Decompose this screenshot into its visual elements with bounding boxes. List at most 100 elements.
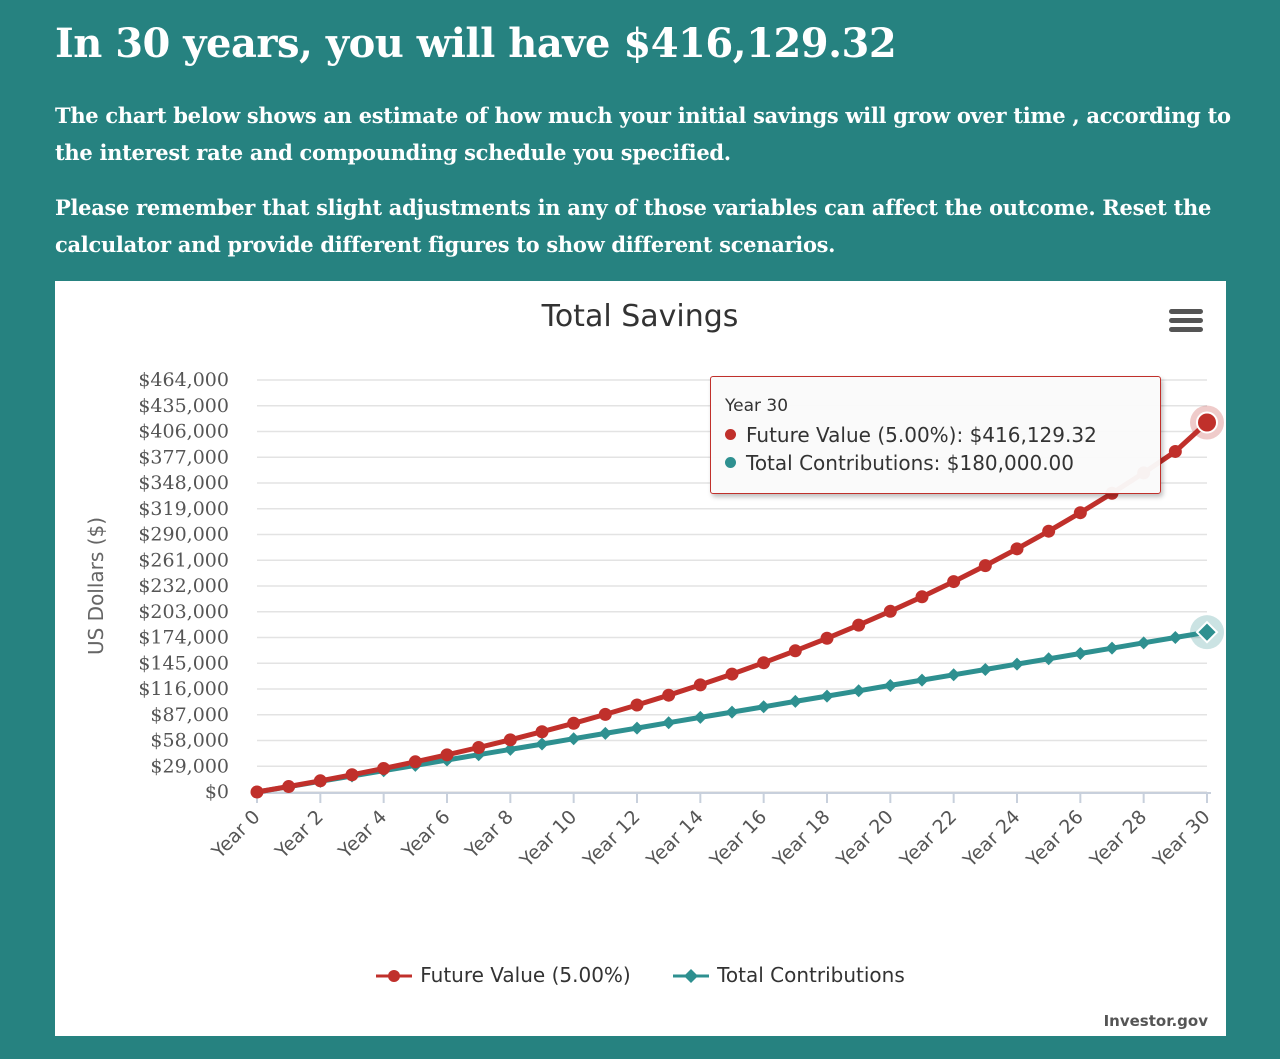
y-tick-label: $261,000 xyxy=(138,549,229,571)
y-tick-label: $319,000 xyxy=(138,498,229,520)
x-tick-label: Year 20 xyxy=(832,806,898,872)
tooltip-row-future: Future Value (5.00%): $416,129.32 xyxy=(725,421,1146,449)
chart-container: Total Savings $0 $29,000 $58,000 $87,000 $116… xyxy=(55,281,1226,1036)
credit-label[interactable]: Investor.gov xyxy=(1103,1012,1208,1030)
future-value-point xyxy=(567,716,581,730)
future-value-point xyxy=(693,678,707,692)
legend-contrib-label: Total Contributions xyxy=(717,962,905,987)
contributions-point xyxy=(1137,636,1151,650)
future-value-point xyxy=(915,590,929,604)
contributions-point xyxy=(852,684,866,698)
hamburger-bar xyxy=(1169,318,1203,323)
chart-tooltip: Year 30 Future Value (5.00%): $416,129.3… xyxy=(710,376,1161,494)
future-value-point xyxy=(377,761,391,775)
y-tick-label: $348,000 xyxy=(138,472,229,494)
hamburger-icon xyxy=(1169,309,1203,314)
contributions-point xyxy=(567,732,581,746)
legend-item-contrib[interactable]: Total Contributions xyxy=(673,963,905,987)
x-tick-label: Year 4 xyxy=(334,806,392,864)
future-value-point xyxy=(1073,506,1087,520)
x-tick-label: Year 18 xyxy=(768,806,834,872)
contributions-point xyxy=(1042,652,1056,666)
tooltip-row-contrib: Total Contributions: $180,000.00 xyxy=(725,449,1146,477)
diamond-marker-icon xyxy=(673,969,710,983)
x-tick-label: Year 14 xyxy=(642,806,708,872)
contributions-point xyxy=(662,716,676,730)
y-tick-label: $406,000 xyxy=(138,421,229,443)
y-tick-label: $174,000 xyxy=(138,627,229,649)
contributions-point xyxy=(503,742,517,756)
x-tick-label: Year 10 xyxy=(515,806,581,872)
y-tick-label: $0 xyxy=(205,781,229,803)
future-value-point xyxy=(1042,524,1056,538)
x-tick-label: Year 12 xyxy=(578,806,644,872)
future-value-point xyxy=(630,698,644,712)
result-headline: In 30 years, you will have $416,129.32 xyxy=(55,20,897,67)
y-tick-label: $29,000 xyxy=(150,755,229,777)
y-tick-label: $290,000 xyxy=(138,524,229,546)
future-value-point xyxy=(250,785,264,799)
x-tick-label: Year 26 xyxy=(1022,806,1088,872)
future-value-point xyxy=(472,741,486,755)
future-value-point xyxy=(725,667,739,681)
contributions-point xyxy=(757,700,771,714)
contributions-point xyxy=(725,705,739,719)
contributions-point xyxy=(693,710,707,724)
future-value-point xyxy=(1168,444,1182,458)
y-tick-label: $58,000 xyxy=(150,730,229,752)
future-value-point xyxy=(947,575,961,589)
x-tick-label: Year 24 xyxy=(958,806,1024,872)
y-axis-label: US Dollars ($) xyxy=(84,517,108,655)
tooltip-future-text: Future Value (5.00%): $416,129.32 xyxy=(746,423,1097,447)
y-tick-label: $232,000 xyxy=(138,575,229,597)
contributions-point xyxy=(1010,657,1024,671)
x-tick-label: Year 28 xyxy=(1085,806,1151,872)
contributions-point xyxy=(883,678,897,692)
future-value-point xyxy=(662,688,676,702)
circle-marker-icon xyxy=(376,970,413,982)
x-tick-label: Year 2 xyxy=(270,806,328,864)
contributions-point xyxy=(1105,641,1119,655)
contributions-point xyxy=(1073,646,1087,660)
y-tick-label: $435,000 xyxy=(138,395,229,417)
future-value-point xyxy=(788,644,802,658)
hamburger-bar xyxy=(1169,327,1203,332)
x-tick-label: Year 22 xyxy=(895,806,961,872)
legend-future-label: Future Value (5.00%) xyxy=(420,962,631,987)
future-value-point xyxy=(345,768,359,782)
y-tick-label: $203,000 xyxy=(138,601,229,623)
contributions-point xyxy=(915,673,929,687)
future-value-point xyxy=(313,774,327,788)
legend-item-future[interactable]: Future Value (5.00%) xyxy=(376,962,631,987)
red-dot-icon xyxy=(725,429,736,440)
adjustment-note: Please remember that slight adjustments … xyxy=(55,195,1212,257)
contributions-point xyxy=(788,694,802,708)
x-tick-label: Year 6 xyxy=(397,806,455,864)
y-tick-label: $87,000 xyxy=(150,704,229,726)
chart-menu-button[interactable] xyxy=(1167,305,1205,337)
future-value-point xyxy=(440,748,454,762)
contributions-point xyxy=(598,726,612,740)
tooltip-contrib-text: Total Contributions: $180,000.00 xyxy=(746,451,1074,475)
future-value-point xyxy=(1196,411,1218,434)
future-value-point xyxy=(978,559,992,573)
future-value-point xyxy=(852,618,866,632)
y-tick-label: $377,000 xyxy=(138,446,229,468)
contributions-point xyxy=(947,668,961,682)
teal-dot-icon xyxy=(725,457,736,468)
x-tick-label: Year 30 xyxy=(1148,806,1214,872)
future-value-point xyxy=(883,604,897,618)
contributions-point xyxy=(978,662,992,676)
future-value-point xyxy=(282,780,296,794)
future-value-point xyxy=(503,733,517,747)
chart-description: The chart below shows an estimate of how… xyxy=(55,103,1231,165)
future-value-point xyxy=(757,656,771,670)
x-tick-label: Year 0 xyxy=(207,806,265,864)
contributions-point xyxy=(820,689,834,703)
y-tick-label: $464,000 xyxy=(138,369,229,391)
x-tick-label: Year 16 xyxy=(705,806,771,872)
contributions-point xyxy=(1168,631,1182,644)
x-tick-label: Year 8 xyxy=(460,806,518,864)
future-value-point xyxy=(408,755,422,769)
contributions-point xyxy=(1195,620,1219,644)
